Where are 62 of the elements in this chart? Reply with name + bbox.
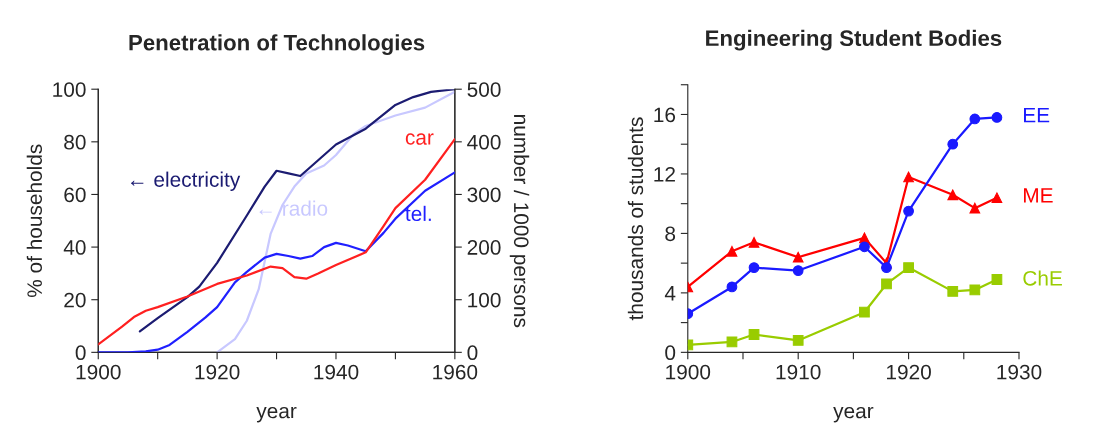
point bbox=[947, 138, 959, 150]
y2-tick-label: 500 bbox=[467, 82, 501, 97]
point bbox=[991, 112, 1003, 123]
series-label: car bbox=[405, 133, 434, 145]
y2-tick-label: 400 bbox=[467, 134, 501, 150]
point bbox=[748, 236, 760, 248]
point bbox=[903, 205, 914, 217]
series-label: ← electricity bbox=[131, 171, 241, 192]
y-tick-label: 100 bbox=[53, 82, 86, 97]
x-tick-label: 1940 bbox=[314, 364, 359, 380]
x-axis-title: year bbox=[833, 406, 874, 423]
point bbox=[792, 251, 804, 263]
point bbox=[859, 306, 870, 318]
point bbox=[748, 329, 760, 340]
x-tick-label: 1920 bbox=[195, 364, 240, 380]
y2-tick-label: 100 bbox=[468, 292, 501, 308]
y-tick-label: 60 bbox=[64, 187, 86, 203]
x-tick-label: 1960 bbox=[433, 364, 478, 380]
y2-axis-title: number / 1000 persons bbox=[509, 115, 530, 328]
x-tick-label: 1910 bbox=[776, 364, 821, 380]
y2-tick-label: 300 bbox=[467, 187, 501, 203]
series-label: tel. bbox=[405, 205, 431, 222]
x-tick-label: 1930 bbox=[997, 364, 1042, 380]
y-tick-label: 40 bbox=[63, 240, 86, 255]
point bbox=[991, 192, 1003, 204]
x-tick-label: 1920 bbox=[887, 364, 931, 380]
point bbox=[903, 262, 914, 273]
point bbox=[947, 286, 959, 297]
y-tick-label: 0 bbox=[75, 345, 86, 361]
y2-tick-label: 0 bbox=[467, 345, 478, 361]
y-tick-label: 16 bbox=[654, 107, 676, 123]
point bbox=[903, 171, 914, 183]
x-axis-title: year bbox=[256, 406, 297, 423]
y-tick-label: 4 bbox=[664, 286, 676, 301]
chart-title: Engineering Student Bodies bbox=[706, 29, 1002, 51]
y-axis-title: thousands of students bbox=[627, 117, 644, 321]
x-tick-label: 1900 bbox=[76, 364, 121, 380]
series-label: ChE bbox=[1023, 270, 1062, 286]
chart-title: Penetration of Technologies bbox=[129, 34, 425, 56]
y-tick-label: 80 bbox=[64, 134, 86, 150]
point bbox=[792, 335, 804, 346]
point bbox=[726, 281, 738, 293]
series-label: ME bbox=[1024, 188, 1053, 203]
point bbox=[947, 189, 959, 201]
y-tick-label: 20 bbox=[64, 292, 86, 308]
series-label: EE bbox=[1024, 107, 1050, 123]
point bbox=[859, 241, 870, 253]
point bbox=[792, 265, 804, 276]
point bbox=[748, 262, 760, 273]
y-tick-label: 0 bbox=[665, 345, 676, 361]
y-axis-title: % of households bbox=[26, 144, 43, 298]
point bbox=[969, 113, 981, 125]
point bbox=[726, 245, 738, 257]
y2-tick-label: 200 bbox=[467, 240, 501, 255]
point bbox=[969, 202, 981, 214]
point bbox=[969, 284, 981, 296]
point bbox=[881, 262, 892, 273]
point bbox=[881, 278, 892, 290]
y-tick-label: 12 bbox=[654, 166, 675, 182]
x-tick-label: 1900 bbox=[666, 364, 711, 380]
y-tick-label: 8 bbox=[665, 226, 676, 242]
point bbox=[991, 274, 1003, 285]
